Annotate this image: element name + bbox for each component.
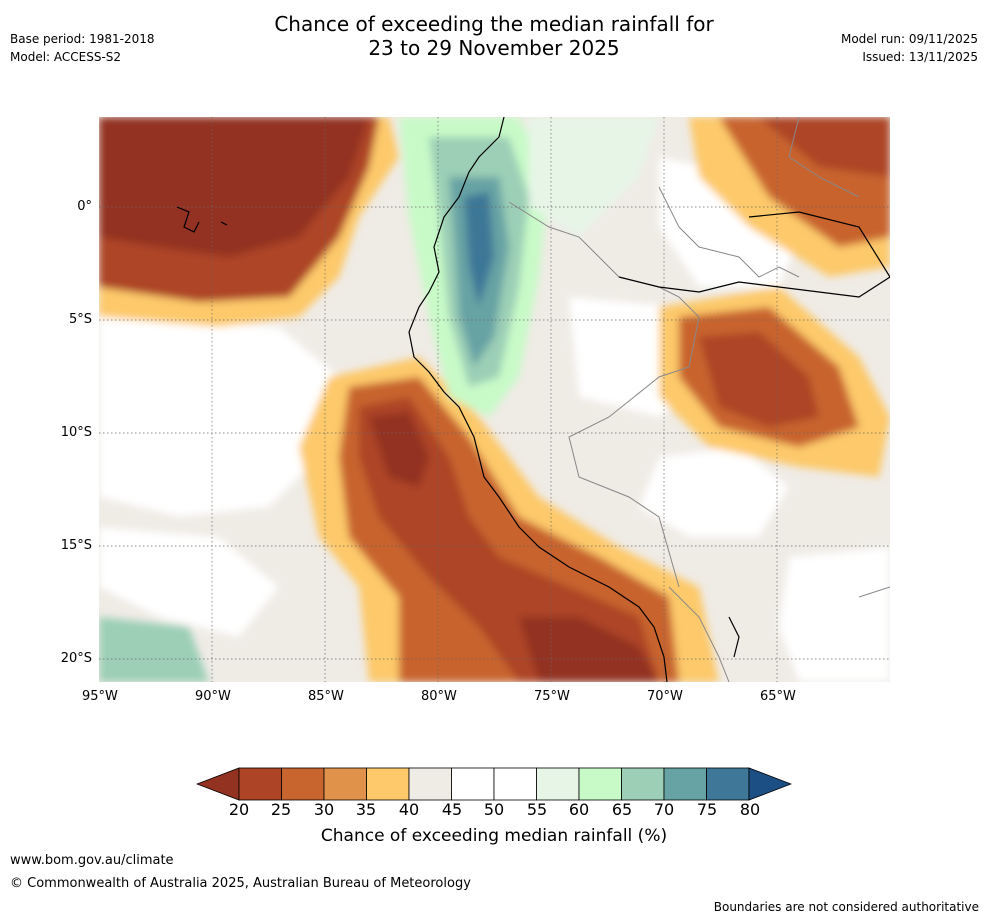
colorbar-tick-50: 50	[483, 800, 505, 819]
lat-label-5s: 5°S	[68, 312, 92, 327]
rainfall-map	[99, 117, 890, 682]
coastline	[176, 117, 890, 682]
lon-label-85w: 85°W	[308, 689, 344, 704]
colorbar-tick-65: 65	[611, 800, 633, 819]
country-borders	[508, 117, 890, 682]
title-line-1: Chance of exceeding the median rainfall …	[274, 12, 714, 36]
lon-label-95w: 95°W	[82, 689, 118, 704]
base-period-label: Base period: 1981-2018	[10, 32, 155, 46]
lon-label-75w: 75°W	[534, 689, 570, 704]
colorbar-cell	[536, 767, 580, 801]
colorbar-extend-low	[195, 767, 240, 801]
colorbar-tick-30: 30	[313, 800, 335, 819]
colorbar-cell	[323, 767, 367, 801]
colorbar-tick-55: 55	[526, 800, 548, 819]
lon-label-65w: 65°W	[760, 689, 796, 704]
boundaries-disclaimer: Boundaries are not considered authoritat…	[713, 900, 979, 914]
colorbar-extend-high	[748, 767, 793, 801]
map-title: Chance of exceeding the median rainfall …	[0, 12, 988, 60]
colorbar-tick-80: 80	[739, 800, 761, 819]
lat-label-15s: 15°S	[60, 538, 92, 553]
colorbar-cell	[238, 767, 282, 801]
lat-label-20s: 20°S	[60, 651, 92, 666]
colorbar-tick-45: 45	[441, 800, 463, 819]
colorbar-tick-70: 70	[653, 800, 675, 819]
title-line-2: 23 to 29 November 2025	[368, 36, 620, 60]
colorbar-tick-35: 35	[355, 800, 377, 819]
colorbar-cell	[578, 767, 622, 801]
colorbar-cell	[663, 767, 707, 801]
lon-label-80w: 80°W	[421, 689, 457, 704]
colorbar-cell	[451, 767, 495, 801]
colorbar-tick-75: 75	[696, 800, 718, 819]
issued-label: Issued: 13/11/2025	[862, 50, 978, 64]
colorbar-cell	[706, 767, 750, 801]
colorbar-tick-20: 20	[228, 800, 250, 819]
colorbar-tick-25: 25	[270, 800, 292, 819]
colorbar-cell	[408, 767, 452, 801]
model-run-label: Model run: 09/11/2025	[840, 32, 978, 46]
copyright: © Commonwealth of Australia 2025, Austra…	[10, 876, 471, 891]
lon-label-90w: 90°W	[195, 689, 231, 704]
model-label: Model: ACCESS-S2	[10, 50, 122, 64]
colorbar-tick-40: 40	[398, 800, 420, 819]
lon-label-70w: 70°W	[647, 689, 683, 704]
colorbar-cell	[281, 767, 325, 801]
bom-url: www.bom.gov.au/climate	[10, 853, 174, 868]
lat-label-10s: 10°S	[60, 425, 92, 440]
probability-fields	[99, 117, 890, 682]
colorbar-tick-60: 60	[568, 800, 590, 819]
colorbar-cell	[621, 767, 665, 801]
colorbar	[195, 767, 793, 801]
colorbar-title: Chance of exceeding median rainfall (%)	[320, 826, 668, 846]
colorbar-cell	[366, 767, 410, 801]
lat-label-0: 0°	[77, 199, 92, 214]
colorbar-cell	[493, 767, 537, 801]
